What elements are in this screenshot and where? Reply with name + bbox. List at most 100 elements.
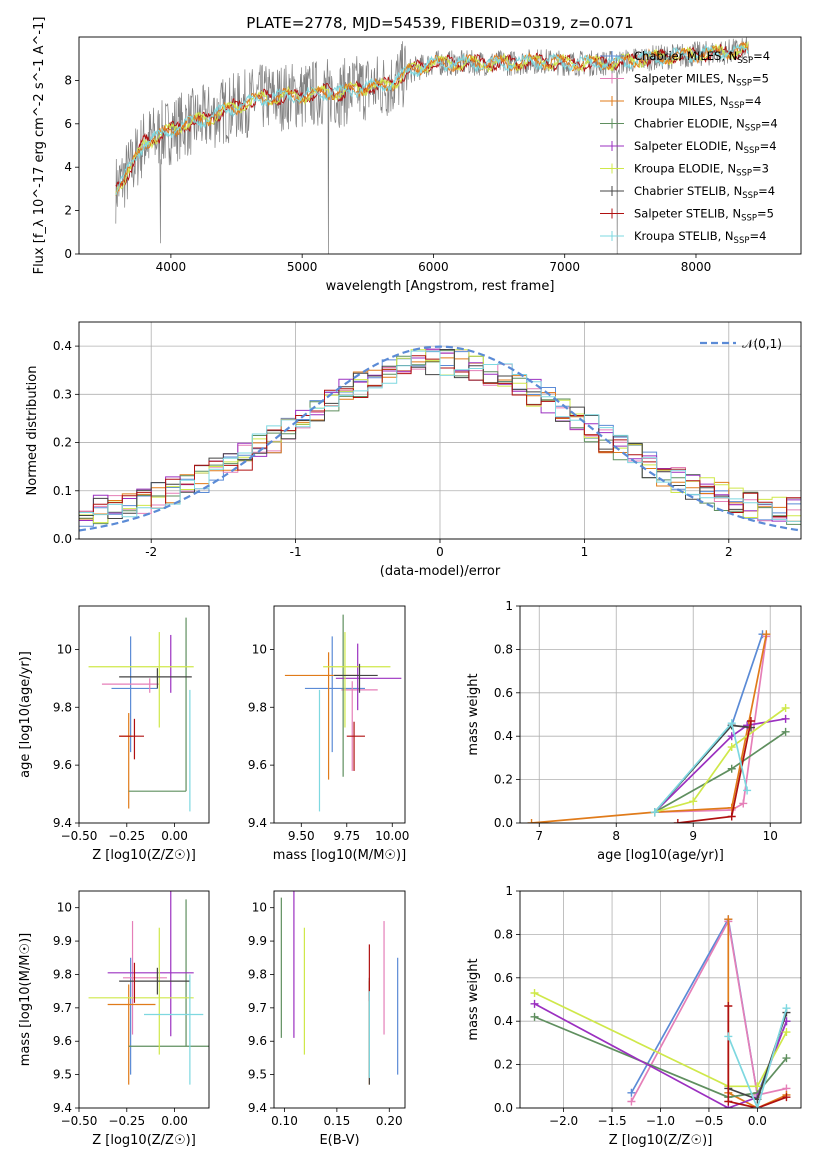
legend-label: Kroupa MILES, NSSP=4 xyxy=(634,94,761,111)
x-axis-label: wavelength [Angstrom, rest frame] xyxy=(326,279,555,294)
y-tick-label: 4 xyxy=(64,160,72,174)
mass-weight-vs-age-panel: 7 8 9 10 0.0 0.2 0.4 0.6 0.8 1 age [log10(age/yr)]… xyxy=(466,599,802,863)
series-marker xyxy=(527,819,536,823)
series-marker xyxy=(673,819,682,823)
x-tick-label: 0.00 xyxy=(161,1114,188,1128)
axes-frame: −2.0 −1.5 −1.0 −0.5 0.0 0.0 0.2 0.4 0.6 0.8 1 Z [lo… xyxy=(466,884,802,1148)
y-tick-label: 0.2 xyxy=(494,773,513,787)
y-tick-label: 9.8 xyxy=(53,967,72,981)
series-line xyxy=(534,1016,788,1099)
y-tick-label: 9.7 xyxy=(248,1001,267,1015)
series-line xyxy=(654,707,787,813)
x-axis-label: age [log10(age/yr)] xyxy=(597,848,724,863)
y-tick-label: 10 xyxy=(57,642,72,656)
series-line xyxy=(654,717,786,813)
x-tick-label: −1.5 xyxy=(597,1114,626,1128)
series-marker xyxy=(781,727,790,736)
model-spectrum xyxy=(115,43,749,196)
y-tick-label: 9.9 xyxy=(53,934,72,948)
series-marker xyxy=(724,1032,733,1041)
mass-vs-ebv-panel: 0.10 0.15 0.20 9.4 9.5 9.6 9.7 9.8 9.9 10 E(B-V) xyxy=(248,890,406,1148)
x-tick-label: −2.0 xyxy=(549,1114,578,1128)
y-tick-label: 0.2 xyxy=(494,1058,513,1072)
mass-vs-metallicity-panel: −0.50 −0.25 0.00 9.4 9.5 9.6 9.7 9.8 9.9 10 Z [log… xyxy=(18,890,210,1148)
legend-label: Salpeter STELIB, NSSP=5 xyxy=(634,207,774,224)
y-tick-label: 6 xyxy=(64,117,72,131)
axes-border xyxy=(78,605,210,824)
x-tick-label: 8 xyxy=(612,829,620,843)
x-tick-label: 0.15 xyxy=(324,1114,351,1128)
series-marker xyxy=(782,1093,791,1102)
series-marker xyxy=(530,988,539,997)
y-tick-label: 0.8 xyxy=(494,927,513,941)
data-point xyxy=(284,652,358,780)
legend-label: 𝒩(0,1) xyxy=(742,337,782,351)
x-tick-label: 9 xyxy=(689,829,697,843)
x-tick-label: 7000 xyxy=(549,260,580,274)
axes-border xyxy=(78,36,802,255)
x-tick-label: -1 xyxy=(290,545,302,559)
x-tick-label: 7 xyxy=(535,829,543,843)
data-point xyxy=(101,678,160,693)
plot-area xyxy=(284,614,402,812)
data-point xyxy=(122,921,167,1035)
plot-area xyxy=(280,891,399,1085)
axes-frame: 7 8 9 10 0.0 0.2 0.4 0.6 0.8 1 age [log10(age/yr)]… xyxy=(466,599,802,863)
grid-lines xyxy=(520,890,801,1109)
series-marker xyxy=(739,799,748,808)
y-tick-label: 9.8 xyxy=(248,700,267,714)
axes-frame: 4000 5000 6000 7000 8000 0 2 4 6 8 wavelength [Ang… xyxy=(32,17,802,294)
model-spectrum xyxy=(115,40,749,196)
series-marker xyxy=(627,1097,636,1106)
axes-frame: −0.50 −0.25 0.00 9.4 9.6 9.8 10 Z [log10(Z/Z☉)]… xyxy=(18,605,210,863)
model-spectrum xyxy=(115,41,749,195)
legend-label: Salpeter ELODIE, NSSP=4 xyxy=(634,139,777,156)
data-point xyxy=(107,891,194,1037)
y-tick-label: 9.4 xyxy=(53,1101,72,1115)
series-marker xyxy=(727,812,736,821)
series-marker xyxy=(743,786,752,795)
normal-curve xyxy=(79,345,801,532)
axes-border xyxy=(273,890,406,1109)
x-tick-label: 10.00 xyxy=(375,829,409,843)
axes-frame: -2 -1 0 1 2 0.0 0.1 0.2 0.3 0.4 (data-model)/error… xyxy=(25,321,802,579)
model-spectrum xyxy=(115,43,749,188)
x-tick-label: 6000 xyxy=(418,260,449,274)
data-point xyxy=(119,718,144,760)
y-axis-label: mass weight xyxy=(466,958,481,1040)
series-line xyxy=(654,731,787,813)
legend: 𝒩(0,1) xyxy=(700,337,782,351)
axes-border xyxy=(519,605,802,824)
x-tick-label: −0.50 xyxy=(61,829,98,843)
series-marker xyxy=(650,808,659,817)
legend-label: Chabrier STELIB, NSSP=4 xyxy=(634,184,775,201)
y-tick-label: 1 xyxy=(505,884,513,898)
y-tick-label: 10 xyxy=(252,901,267,915)
age-vs-metallicity-panel: −0.50 −0.25 0.00 9.4 9.6 9.8 10 Z [log10(Z/Z☉)]… xyxy=(18,605,210,863)
data-point xyxy=(341,681,378,771)
legend-label: Chabrier MILES, NSSP=4 xyxy=(634,49,770,66)
legend-label: Kroupa STELIB, NSSP=4 xyxy=(634,229,766,246)
plot-area xyxy=(530,915,791,1108)
x-tick-label: 2 xyxy=(725,545,733,559)
axes-frame: 0.10 0.15 0.20 9.4 9.5 9.6 9.7 9.8 9.9 10 E(B-V) xyxy=(248,890,406,1148)
x-tick-label: −0.50 xyxy=(61,1114,98,1128)
y-tick-label: 9.8 xyxy=(53,700,72,714)
x-tick-label: 5000 xyxy=(287,260,318,274)
plot-area xyxy=(79,345,801,532)
figure-title: PLATE=2778, MJD=54539, FIBERID=0319, z=0… xyxy=(246,14,633,32)
y-tick-label: 9.6 xyxy=(248,758,267,772)
plot-area xyxy=(115,37,749,254)
y-tick-label: 9.4 xyxy=(53,816,72,830)
data-point xyxy=(107,984,156,1085)
series-marker xyxy=(781,703,790,712)
axes-border xyxy=(273,605,406,824)
axes-frame: 9.50 9.75 10.00 9.4 9.6 9.8 10 mass [log10(M/M☉… xyxy=(248,605,409,863)
data-point xyxy=(119,967,190,995)
x-tick-label: 4000 xyxy=(156,260,187,274)
x-axis-label: E(B-V) xyxy=(319,1133,359,1148)
data-point xyxy=(88,927,194,1055)
data-point xyxy=(144,974,204,1085)
plot-area xyxy=(88,891,209,1085)
